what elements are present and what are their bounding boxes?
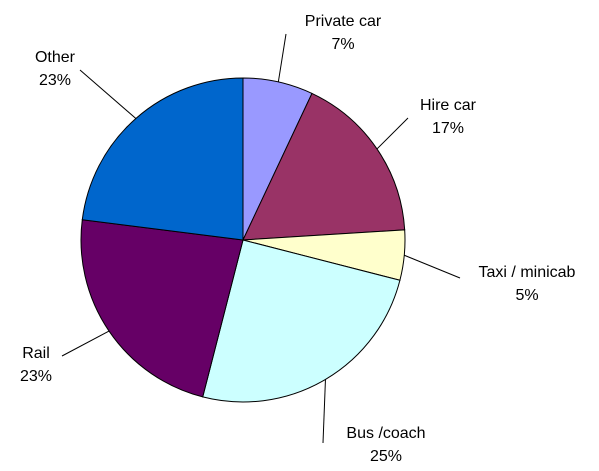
pie-slice-rail <box>80 219 244 398</box>
leader-line-private-car <box>277 33 287 82</box>
slice-label-value-bus-coach: 25% <box>370 448 402 465</box>
slice-label-name-rail: Rail <box>22 345 50 362</box>
slice-label-value-other: 23% <box>39 72 71 89</box>
slice-label-name-other: Other <box>35 49 76 66</box>
slice-label-value-taxi-minicab: 5% <box>515 287 538 304</box>
pie-slice-other <box>81 77 244 241</box>
leader-lines <box>61 33 461 444</box>
slice-label-name-taxi-minicab: Taxi / minicab <box>479 264 576 281</box>
slice-label-value-rail: 23% <box>20 368 52 385</box>
leader-line-other <box>79 69 137 119</box>
slice-label-name-hire-car: Hire car <box>420 97 477 114</box>
leader-line-taxi-minicab <box>404 254 461 279</box>
leader-line-bus-coach <box>322 379 326 444</box>
slice-label-value-hire-car: 17% <box>432 120 464 137</box>
pie-slices <box>80 77 406 403</box>
slice-label-name-bus-coach: Bus /coach <box>346 425 425 442</box>
pie-slice-hire-car <box>242 92 406 241</box>
slice-label-name-private-car: Private car <box>305 13 382 30</box>
slice-labels: Private car 7% Hire car 17% Taxi / minicab 5%… <box>20 13 576 465</box>
slice-label-value-private-car: 7% <box>331 36 354 53</box>
leader-line-rail <box>61 330 110 357</box>
leader-line-hire-car <box>376 117 409 150</box>
